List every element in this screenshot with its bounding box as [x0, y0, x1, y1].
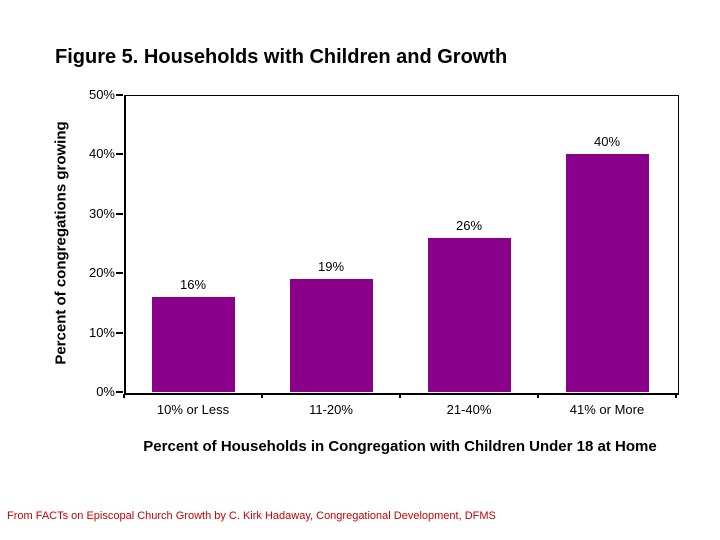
source-attribution: From FACTs on Episcopal Church Growth by… [7, 510, 496, 522]
bar [152, 297, 235, 392]
x-tick-mark [123, 394, 125, 398]
y-tick-label: 30% [88, 205, 115, 221]
y-tick-label: 40% [88, 146, 115, 162]
bar [290, 279, 373, 392]
bar-value-label: 26% [455, 218, 483, 233]
x-axis-title: Percent of Households in Congregation wi… [143, 438, 657, 455]
y-tick-mark [116, 391, 123, 393]
y-tick-label: 10% [88, 324, 115, 340]
x-tick-mark [675, 394, 677, 398]
x-tick-mark [261, 394, 263, 398]
y-tick-mark [116, 331, 123, 334]
y-tick-mark [116, 272, 123, 275]
bar [428, 238, 511, 392]
y-tick-mark [116, 94, 123, 96]
y-tick-mark [116, 153, 123, 156]
bar-value-label: 16% [179, 277, 207, 292]
y-tick-label: 50% [88, 87, 115, 102]
y-tick-mark [116, 212, 123, 215]
y-tick-label: 20% [88, 265, 115, 281]
x-category-label: 11-20% [309, 402, 353, 417]
chart-title: Figure 5. Households with Children and G… [55, 46, 508, 68]
x-tick-mark [537, 394, 539, 398]
x-category-label: 21-40% [446, 402, 492, 417]
y-tick-label: 0% [96, 384, 115, 399]
bar [566, 154, 649, 392]
x-category-label: 41% or More [569, 402, 645, 417]
x-category-label: 10% or Less [156, 402, 230, 417]
bar-value-label: 40% [593, 134, 621, 149]
bar-value-label: 19% [317, 259, 345, 274]
x-tick-mark [399, 394, 401, 398]
